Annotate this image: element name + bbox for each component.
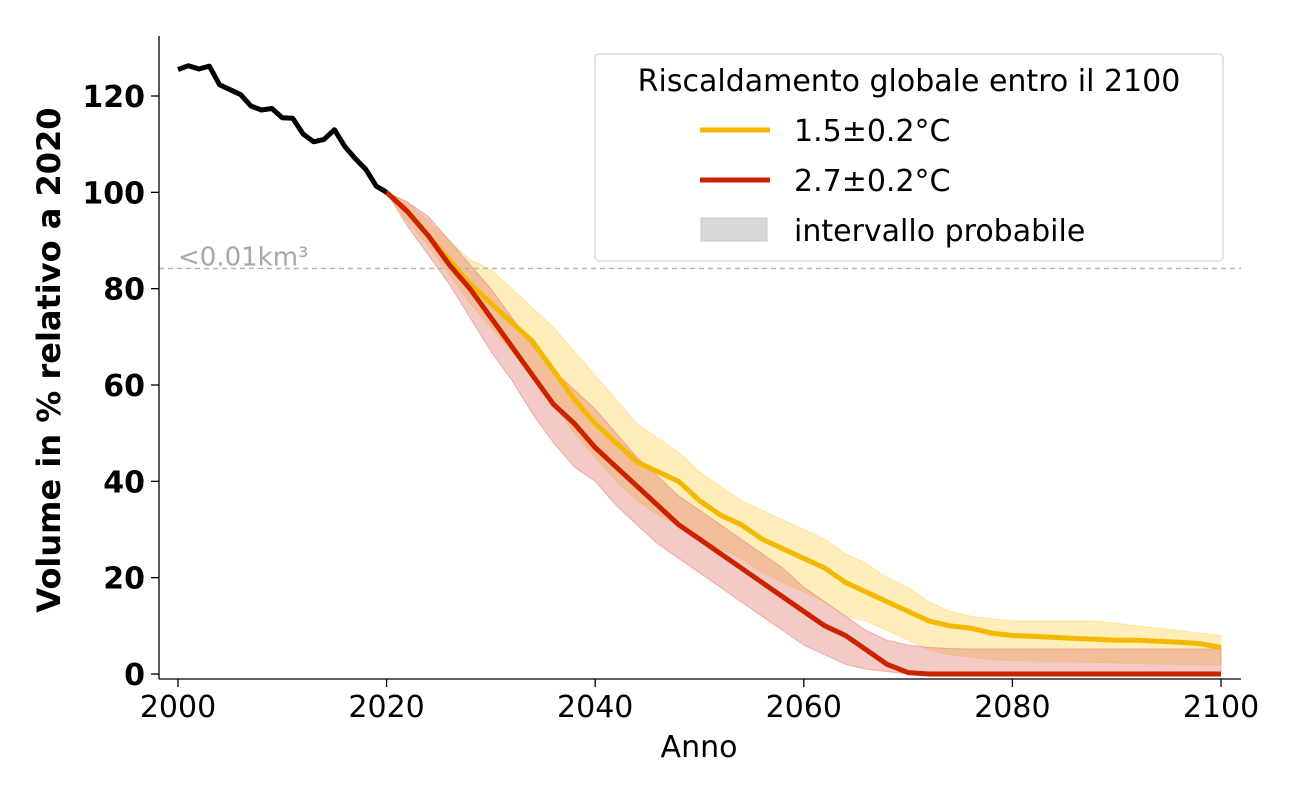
x-axis-title: Anno [661, 730, 738, 765]
x-ticks: 2000 2020 2040 2060 2080 2100 [140, 679, 1259, 725]
y-ticks: 0 20 40 60 80 100 120 [82, 80, 159, 693]
y-tick-label: 120 [82, 80, 145, 115]
y-tick-label: 60 [103, 369, 145, 404]
x-tick-label: 2080 [974, 690, 1050, 725]
y-tick-label: 100 [82, 176, 145, 211]
legend-label-1-5: 1.5±0.2°C [794, 114, 951, 149]
legend-swatch-range [700, 217, 768, 242]
y-axis-title: Volume in % relativo a 2020 [30, 107, 68, 612]
legend: Riscaldamento globale entro il 2100 1.5±… [594, 53, 1224, 262]
x-tick-label: 2060 [766, 690, 842, 725]
series-lines [177, 63, 1222, 677]
legend-frame [594, 53, 1224, 262]
x-tick-label: 2020 [348, 690, 424, 725]
x-tick-label: 2000 [140, 690, 216, 725]
y-tick-label: 80 [103, 273, 145, 308]
legend-title: Riscaldamento globale entro il 2100 [638, 64, 1181, 99]
threshold-label: <0.01km³ [178, 242, 308, 272]
line-1-5 [384, 190, 1222, 650]
line-history [177, 63, 388, 195]
x-tick-label: 2040 [557, 690, 633, 725]
uncertainty-bands [385, 191, 1222, 675]
legend-label-range: intervallo probabile [794, 214, 1085, 249]
y-tick-label: 40 [103, 465, 145, 500]
legend-label-2-7: 2.7±0.2°C [794, 164, 951, 199]
band-2-7 [385, 191, 1222, 675]
x-tick-label: 2100 [1183, 690, 1259, 725]
y-tick-label: 0 [124, 658, 145, 693]
y-tick-label: 20 [103, 562, 145, 597]
line-2-7 [384, 190, 1221, 677]
